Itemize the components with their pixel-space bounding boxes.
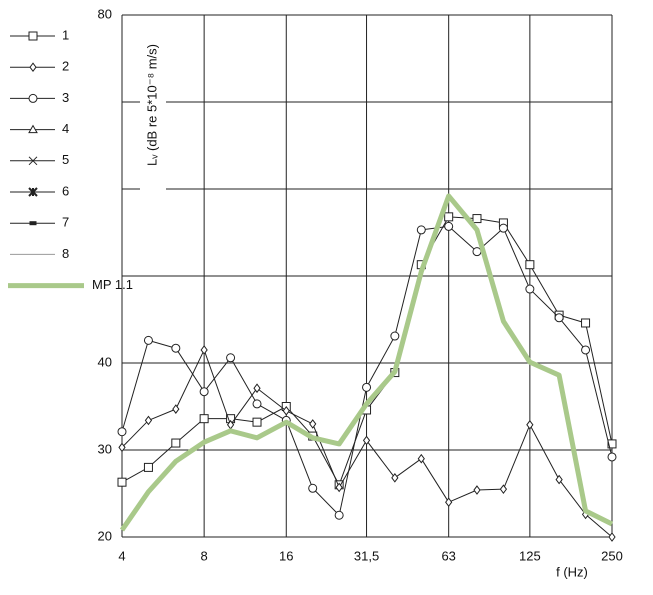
legend-label: 8: [62, 246, 69, 261]
marker: [334, 510, 344, 520]
marker: [282, 406, 290, 416]
y-axis-label: Lᵥ (dB re 5*10⁻⁸ m/s): [144, 44, 159, 166]
y-tick-label: 20: [98, 528, 112, 543]
marker: [362, 435, 371, 446]
x-tick-label: 16: [279, 548, 293, 563]
x-axis-label: f (Hz): [556, 564, 588, 579]
marker: [117, 427, 127, 437]
legend-label: 5: [62, 152, 69, 167]
marker: [309, 419, 317, 429]
marker: [581, 318, 591, 328]
marker: [117, 477, 127, 487]
marker: [526, 419, 534, 430]
legend-label: 7: [62, 215, 69, 230]
marker: [525, 260, 535, 270]
marker: [118, 442, 126, 453]
x-tick-label: 125: [519, 548, 541, 563]
marker: [29, 62, 37, 73]
marker: [607, 439, 617, 449]
marker: [171, 343, 181, 353]
series-line: [119, 193, 614, 532]
x-tick-label: 63: [441, 548, 455, 563]
marker: [555, 474, 563, 485]
x-tick-label: 8: [201, 548, 208, 563]
legend-label: 2: [62, 59, 69, 74]
marker: [498, 223, 508, 233]
marker: [607, 452, 617, 462]
marker: [335, 482, 343, 493]
marker: [253, 383, 261, 394]
marker: [28, 124, 38, 134]
marker: [417, 453, 425, 464]
marker: [554, 313, 564, 323]
marker: [172, 404, 180, 414]
marker: [499, 484, 508, 494]
x-tick-label: 4: [118, 548, 125, 563]
marker: [252, 417, 262, 427]
marker: [391, 473, 399, 483]
marker: [362, 382, 372, 392]
marker: [581, 345, 591, 355]
marker: [28, 156, 38, 166]
marker: [143, 462, 153, 472]
marker: [226, 353, 236, 363]
marker: [171, 438, 181, 448]
marker: [144, 415, 153, 426]
y-label-box: [140, 20, 166, 192]
y-tick-label: 80: [98, 6, 112, 21]
x-tick-label: 31,5: [354, 548, 379, 563]
y-tick-label: 40: [98, 354, 112, 369]
marker: [445, 497, 453, 508]
marker: [473, 485, 481, 495]
marker: [472, 247, 482, 257]
marker: [252, 399, 262, 409]
legend-label: MP 1.1: [92, 277, 133, 292]
marker: [28, 187, 38, 197]
legend-label: 4: [62, 121, 69, 136]
marker: [472, 214, 482, 224]
legend-label: 6: [62, 183, 69, 198]
legend-label: 3: [62, 90, 69, 105]
marker: [199, 387, 209, 397]
marker: [416, 225, 426, 235]
marker: [444, 221, 454, 231]
marker: [28, 31, 38, 41]
legend-label: 1: [62, 27, 69, 42]
marker: [29, 221, 37, 226]
marker: [199, 414, 209, 424]
marker: [308, 483, 318, 493]
marker: [28, 93, 38, 103]
marker: [200, 345, 208, 355]
marker: [608, 532, 616, 542]
marker: [390, 331, 400, 341]
marker: [444, 212, 454, 222]
y-tick-label: 30: [98, 441, 112, 456]
x-tick-label: 250: [601, 548, 623, 563]
marker: [143, 335, 153, 345]
marker: [525, 284, 535, 294]
